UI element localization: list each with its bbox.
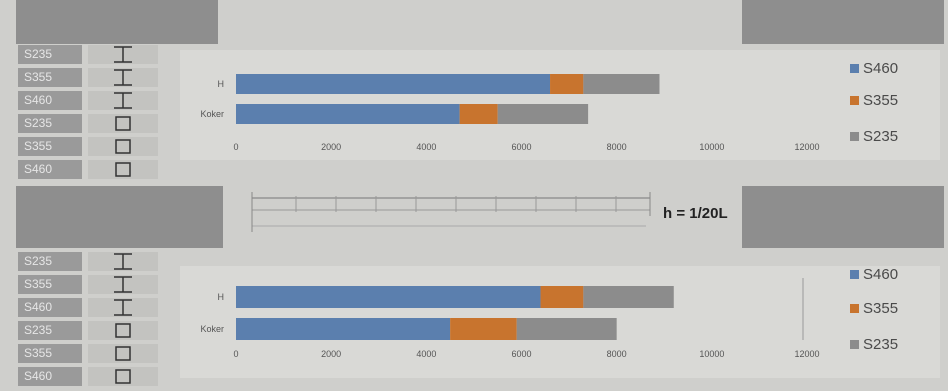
bar-s355 xyxy=(459,104,498,124)
mid-left-block xyxy=(16,186,223,248)
i-beam-icon xyxy=(88,45,158,64)
box-section-icon xyxy=(88,114,158,133)
legend-swatch-s235 xyxy=(850,132,859,141)
i-beam-icon xyxy=(88,252,158,271)
category-label: H xyxy=(218,79,225,89)
steel-grade-label: S355 xyxy=(18,137,82,156)
i-beam-icon xyxy=(88,91,158,110)
category-label: Koker xyxy=(200,109,224,119)
legend-label: S235 xyxy=(863,128,898,145)
i-beam-icon xyxy=(88,68,158,87)
bar-s355 xyxy=(540,286,584,308)
legend-label: S355 xyxy=(863,300,898,317)
x-tick-label: 8000 xyxy=(607,142,627,152)
steel-grade-label: S355 xyxy=(18,68,82,87)
x-tick-label: 4000 xyxy=(416,349,436,359)
legend-label: S355 xyxy=(863,92,898,109)
box-section-icon xyxy=(88,321,158,340)
x-tick-label: 8000 xyxy=(607,349,627,359)
bar-s460 xyxy=(236,286,541,308)
legend-swatch-s460 xyxy=(850,270,859,279)
bar-s235 xyxy=(583,286,674,308)
x-tick-label: 4000 xyxy=(416,142,436,152)
bar-s460 xyxy=(236,104,460,124)
legend-label: S460 xyxy=(863,60,898,77)
steel-grade-label: S235 xyxy=(18,114,82,133)
bar-s235 xyxy=(516,318,617,340)
formula-label: h = 1/20L xyxy=(663,205,728,222)
mid-right-block xyxy=(742,186,944,248)
box-section-icon xyxy=(88,160,158,179)
legend-label: S235 xyxy=(863,336,898,353)
steel-grade-label: S460 xyxy=(18,298,82,317)
x-tick-label: 10000 xyxy=(699,142,724,152)
x-tick-label: 6000 xyxy=(511,349,531,359)
steel-grade-label: S235 xyxy=(18,321,82,340)
legend-label: S460 xyxy=(863,266,898,283)
bar-s235 xyxy=(497,104,589,124)
x-tick-label: 2000 xyxy=(321,349,341,359)
x-tick-label: 2000 xyxy=(321,142,341,152)
i-beam-icon xyxy=(88,298,158,317)
steel-grade-label: S355 xyxy=(18,344,82,363)
x-tick-label: 10000 xyxy=(699,349,724,359)
x-tick-label: 6000 xyxy=(511,142,531,152)
x-tick-label: 0 xyxy=(233,142,238,152)
x-tick-label: 0 xyxy=(233,349,238,359)
steel-grade-label: S460 xyxy=(18,160,82,179)
box-section-icon xyxy=(88,344,158,363)
bar-s460 xyxy=(236,318,451,340)
category-label: Koker xyxy=(200,324,224,334)
bar-s355 xyxy=(450,318,517,340)
legend-swatch-s355 xyxy=(850,96,859,105)
steel-grade-label: S235 xyxy=(18,45,82,64)
x-tick-label: 12000 xyxy=(794,349,819,359)
beam-diagram xyxy=(251,192,651,232)
legend-swatch-s355 xyxy=(850,304,859,313)
steel-grade-label: S460 xyxy=(18,91,82,110)
box-section-icon xyxy=(88,137,158,156)
bar-s235 xyxy=(583,74,660,94)
legend-swatch-s460 xyxy=(850,64,859,73)
steel-grade-label: S460 xyxy=(18,367,82,386)
category-label: H xyxy=(218,292,225,302)
i-beam-icon xyxy=(88,275,158,294)
legend-swatch-s235 xyxy=(850,340,859,349)
bar-s460 xyxy=(236,74,551,94)
x-tick-label: 12000 xyxy=(794,142,819,152)
steel-grade-label: S355 xyxy=(18,275,82,294)
steel-grade-label: S235 xyxy=(18,252,82,271)
top-left-block xyxy=(16,0,218,44)
top-right-block xyxy=(742,0,944,44)
bar-s355 xyxy=(550,74,584,94)
box-section-icon xyxy=(88,367,158,386)
